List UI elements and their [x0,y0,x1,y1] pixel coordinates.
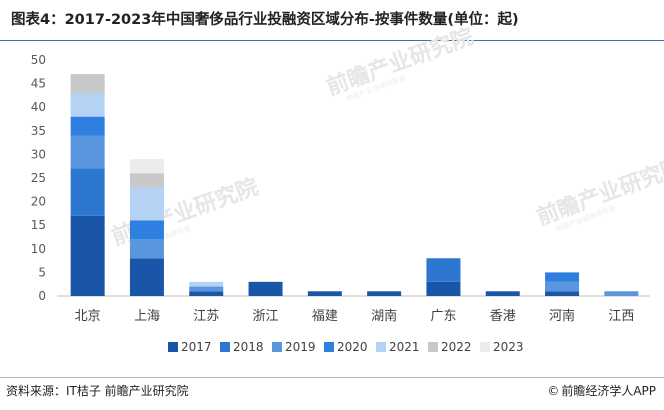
bar-北京-2022 [70,74,105,94]
legend-label-2017: 2017 [181,340,212,354]
bar-上海-2020 [129,220,164,240]
bar-河南-2019 [545,281,580,292]
legend-swatch-2018 [220,342,230,352]
y-tick-label: 15 [31,218,46,232]
bar-北京-2017 [70,215,105,296]
watermark-text: 前瞻产业研究院 [533,154,664,231]
legend-swatch-2020 [324,342,334,352]
y-tick-label: 10 [31,242,46,256]
y-tick-label: 25 [31,171,46,185]
legend: 2017 2018 2019 2020 2021 2022 2023 [168,340,524,354]
y-tick-label: 20 [31,195,46,209]
x-tick-label: 江苏 [193,308,219,324]
legend-label-2020: 2020 [337,340,368,354]
legend-swatch-2023 [480,342,490,352]
bar-上海-2023 [129,159,164,174]
x-tick-label: 浙江 [253,309,279,324]
bar-湖南-2017 [367,291,402,296]
legend-label-2022: 2022 [441,340,472,354]
x-tick-label: 上海 [134,309,160,324]
bar-上海-2017 [129,258,164,296]
bar-江苏-2021 [189,281,224,287]
x-tick-label: 河南 [549,308,575,324]
y-tick-label: 45 [31,77,46,91]
legend-swatch-2017 [168,342,178,352]
bar-江苏-2017 [189,291,224,296]
legend-label-2019: 2019 [285,340,316,354]
chart-svg: 前瞻产业研究院中国产业咨询领导者前瞻产业研究院中国产业咨询领导者前瞻产业研究院中… [31,24,664,354]
bar-上海-2019 [129,239,164,259]
bar-广东-2018 [426,258,461,282]
legend-swatch-2021 [376,342,386,352]
x-axis: 北京 上海 江苏 浙江 福建 湖南 广东 香港 河南 江西 [75,308,635,324]
chart-title: 图表4：2017-2023年中国奢侈品行业投融资区域分布-按事件数量(单位：起) [11,12,519,28]
bar-上海-2021 [129,187,164,221]
legend-swatch-2022 [428,342,438,352]
bar-北京-2018 [70,168,105,216]
x-tick-label: 江西 [608,309,634,324]
bar-浙江-2017 [248,281,283,296]
y-tick-label: 30 [31,147,46,161]
legend-label-2023: 2023 [493,340,524,354]
y-tick-label: 0 [38,289,46,303]
watermark-text: 前瞻产业研究院 [323,24,477,101]
bar-福建-2017 [307,291,342,296]
brand-label: © 前瞻经济学人APP [547,382,656,399]
bars-layer [70,74,639,296]
x-tick-label: 福建 [312,309,338,324]
x-tick-label: 广东 [430,309,456,324]
y-tick-label: 40 [31,100,46,114]
legend-swatch-2019 [272,342,282,352]
y-tick-label: 5 [38,265,46,279]
y-tick-label: 35 [31,124,46,138]
legend-label-2018: 2018 [233,340,264,354]
x-tick-label: 湖南 [371,308,397,324]
brand-text: 前瞻经济学人APP [561,384,656,398]
x-tick-label: 香港 [490,309,516,324]
bar-北京-2021 [70,93,105,117]
bar-北京-2020 [70,116,105,136]
legend-label-2021: 2021 [389,340,420,354]
bar-上海-2022 [129,173,164,188]
x-tick-label: 北京 [75,309,101,324]
title-divider [0,40,664,41]
source-note: 资料来源：IT桔子 前瞻产业研究院 [6,384,189,398]
bar-河南-2017 [545,291,580,296]
bar-江西-2019 [604,291,639,296]
bar-广东-2017 [426,281,461,296]
bar-河南-2020 [545,272,580,282]
footer-divider [0,377,664,378]
bar-江苏-2019 [189,286,224,292]
bar-香港-2017 [485,291,520,296]
y-axis: 0 5 10 15 20 25 30 35 40 45 50 [31,53,46,303]
bar-北京-2019 [70,135,105,169]
copyright-circle-icon: © [547,384,560,398]
y-tick-label: 50 [31,53,46,67]
watermark-layer: 前瞻产业研究院中国产业咨询领导者前瞻产业研究院中国产业咨询领导者前瞻产业研究院中… [108,24,664,254]
